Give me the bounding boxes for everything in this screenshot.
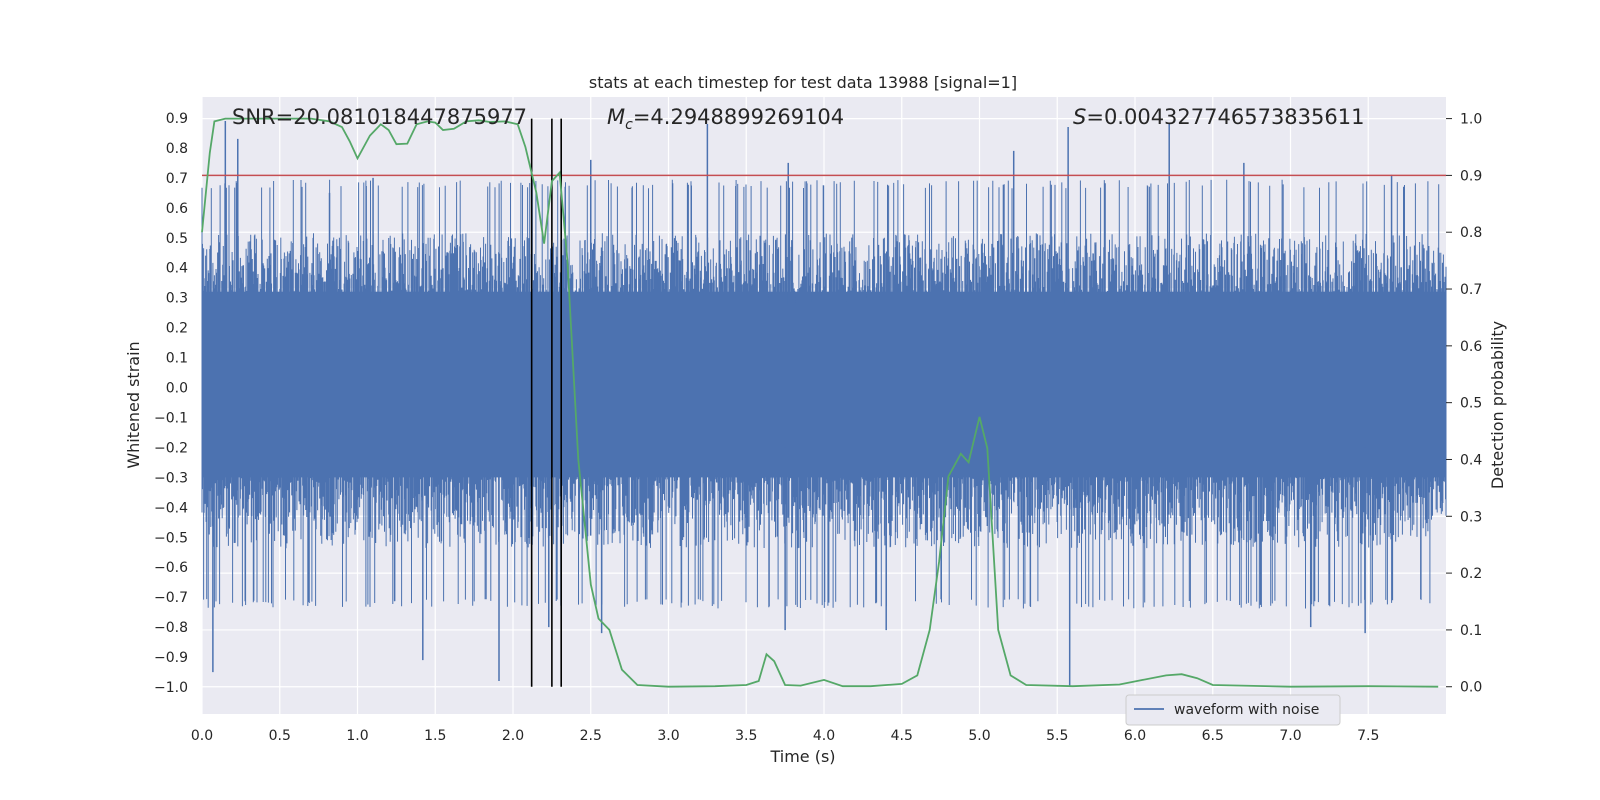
y-tick-label: 0.7 (166, 171, 188, 187)
x-tick-label: 3.0 (657, 728, 679, 744)
y2-tick-label: 0.6 (1460, 339, 1482, 355)
y-tick-label: 0.3 (166, 291, 188, 307)
y-tick-label: 0.1 (166, 351, 188, 367)
y-tick-label: −0.9 (154, 650, 188, 666)
y-axis-ticks: 0.9 0.8 0.7 0.6 0.5 0.4 0.3 0.2 0.1 0.0 −0.1 −0.2 −0… (154, 111, 188, 696)
x-tick-label: 3.5 (735, 728, 757, 744)
y2-tick-label: 1.0 (1460, 112, 1482, 128)
y-tick-label: −0.4 (154, 500, 188, 516)
snr-annotation: SNR=20.081018447875977 (232, 105, 527, 129)
y-tick-label: 0.2 (166, 321, 188, 337)
chirp-mass-symbol: M (607, 105, 625, 129)
plot-area (201, 97, 1447, 714)
chart-title: stats at each timestep for test data 139… (589, 73, 1017, 92)
x-tick-label: 4.5 (891, 728, 913, 744)
s-symbol: S (1073, 105, 1086, 129)
chirp-mass-subscript: c (625, 117, 633, 133)
y-tick-label: −0.3 (154, 470, 188, 486)
legend-label: waveform with noise (1174, 702, 1319, 718)
x-tick-label: 5.5 (1046, 728, 1068, 744)
x-tick-label: 6.5 (1202, 728, 1224, 744)
x-tick-label: 2.0 (502, 728, 524, 744)
y-tick-label: −0.5 (154, 530, 188, 546)
x-tick-label: 1.0 (346, 728, 368, 744)
chirp-mass-annotation: Mc=4.2948899269104 (607, 105, 844, 133)
y2-axis-label: Detection probability (1488, 321, 1507, 489)
detection-probability-series (201, 117, 1439, 688)
x-tick-label: 7.0 (1279, 728, 1301, 744)
x-tick-label: 4.0 (813, 728, 835, 744)
waveform-series (201, 120, 1447, 688)
y2-axis-ticks: 1.0 0.9 0.8 0.7 0.6 0.5 0.4 0.3 0.2 0.1 0.0 (1446, 112, 1482, 696)
y-tick-label: 0.5 (166, 231, 188, 247)
y2-tick-label: 0.1 (1460, 623, 1482, 639)
y2-tick-label: 0.0 (1460, 680, 1482, 696)
probability-line (201, 117, 1439, 688)
y-tick-label: 0.8 (166, 141, 188, 157)
y-tick-label: −0.2 (154, 440, 188, 456)
x-tick-label: 7.5 (1357, 728, 1379, 744)
y-tick-label: 0.0 (166, 381, 188, 397)
x-axis-ticks: 0.0 0.5 1.0 1.5 2.0 2.5 3.0 3.5 4.0 4.5 5.0 5.5 6.0 6… (191, 728, 1380, 744)
y-tick-label: −1.0 (154, 680, 188, 696)
y2-tick-label: 0.8 (1460, 225, 1482, 241)
y-tick-label: −0.8 (154, 620, 188, 636)
x-axis-label: Time (s) (769, 747, 835, 766)
y-tick-label: 0.6 (166, 201, 188, 217)
x-tick-label: 0.0 (191, 728, 213, 744)
s-annotation: S=0.004327746573835611 (1073, 105, 1364, 129)
x-tick-label: 6.0 (1124, 728, 1146, 744)
y-tick-label: −0.6 (154, 560, 188, 576)
chirp-mass-value: =4.2948899269104 (633, 105, 844, 129)
x-tick-label: 2.5 (580, 728, 602, 744)
y2-tick-label: 0.7 (1460, 282, 1482, 298)
event-lines (530, 118, 563, 687)
y-tick-label: 0.4 (166, 261, 188, 277)
s-value: =0.004327746573835611 (1086, 105, 1364, 129)
y-tick-label: −0.7 (154, 590, 188, 606)
y-axis-label: Whitened strain (124, 341, 143, 468)
legend-box (1125, 694, 1341, 726)
y2-tick-label: 0.5 (1460, 396, 1482, 412)
y2-tick-label: 0.3 (1460, 509, 1482, 525)
y2-tick-label: 0.4 (1460, 452, 1482, 468)
y2-tick-label: 0.2 (1460, 566, 1482, 582)
x-tick-label: 1.5 (424, 728, 446, 744)
y-tick-label: −0.1 (154, 410, 188, 426)
x-tick-label: 0.5 (269, 728, 291, 744)
y-tick-label: 0.9 (166, 111, 188, 127)
waveform-noise-line (201, 179, 1447, 609)
x-tick-label: 5.0 (968, 728, 990, 744)
y2-tick-label: 0.9 (1460, 168, 1482, 184)
legend: waveform with noise (1125, 694, 1341, 726)
